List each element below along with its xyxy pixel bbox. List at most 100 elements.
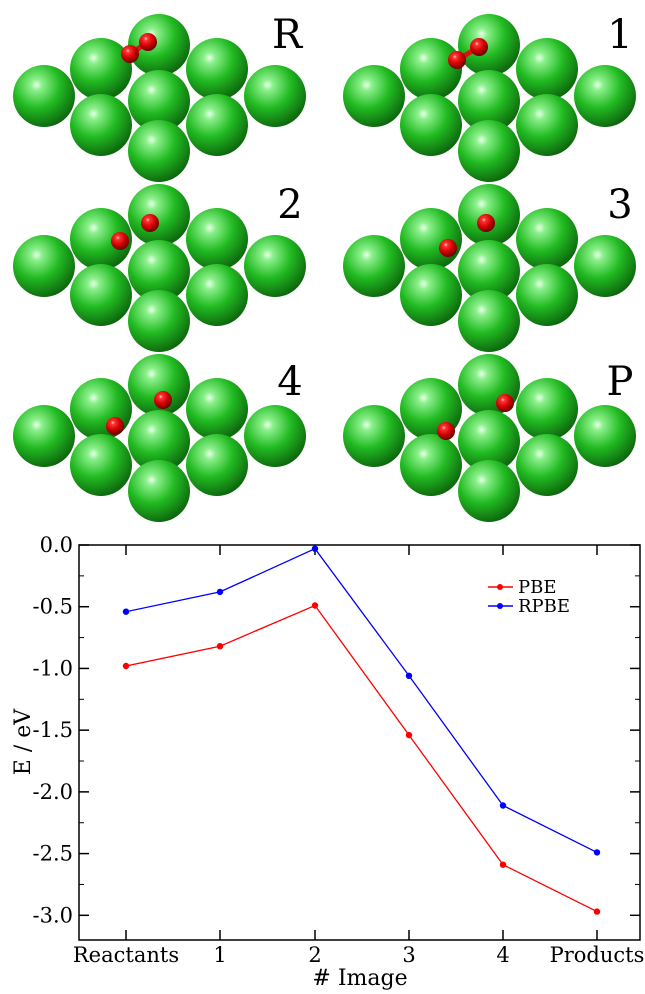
surface-atom xyxy=(128,240,190,302)
surface-atom xyxy=(458,14,520,76)
point-pbe xyxy=(311,602,319,609)
x-tick-label: 3 xyxy=(402,943,415,967)
x-tick-label: Reactants xyxy=(73,943,179,967)
surface-atom xyxy=(574,405,636,467)
plot-frame xyxy=(78,544,641,941)
oxygen-atom xyxy=(111,232,129,250)
surface-atom xyxy=(13,235,75,297)
surface-atom xyxy=(400,434,462,496)
oxygen-atom xyxy=(154,391,172,409)
surface-atom xyxy=(244,405,306,467)
x-tick-label: Products xyxy=(550,943,645,967)
y-axis-ticks: 0.0 -0.5 -1.0 -1.5 -2.0 -2.5 -3.0 xyxy=(33,533,640,927)
legend: PBE RPBE xyxy=(488,577,570,617)
surface-atom xyxy=(70,38,132,100)
series-line-pbe xyxy=(125,604,598,913)
panel-6: P xyxy=(343,354,636,522)
surface-atom xyxy=(13,405,75,467)
legend-rpbe-marker xyxy=(497,603,503,609)
y-tick-label: 0.0 xyxy=(40,533,73,557)
surface-atom xyxy=(516,434,578,496)
point-pbe xyxy=(593,908,601,915)
surface-atom xyxy=(70,94,132,156)
oxygen-atom xyxy=(121,45,139,63)
oxygen-atom xyxy=(448,51,466,69)
point-pbe xyxy=(122,662,130,670)
surface-atom xyxy=(516,378,578,440)
panel-1: R xyxy=(13,12,306,182)
oxygen-atom xyxy=(496,394,514,412)
x-tick-label: 1 xyxy=(213,943,226,967)
y-tick-label: -2.0 xyxy=(33,780,74,804)
surface-atom xyxy=(400,94,462,156)
surface-atom xyxy=(574,65,636,127)
surface-atom xyxy=(70,264,132,326)
y-tick-label: -2.5 xyxy=(33,842,74,866)
surface-atom xyxy=(574,235,636,297)
panel-label: 3 xyxy=(607,182,632,228)
surface-atom xyxy=(244,235,306,297)
surface-atom xyxy=(400,264,462,326)
surface-atom xyxy=(128,184,190,246)
oxygen-atom xyxy=(439,239,457,257)
surface-atom xyxy=(400,38,462,100)
surface-atom xyxy=(516,38,578,100)
x-tick-label: 2 xyxy=(308,943,321,967)
structure-panels: R 1 2 3 4 P xyxy=(13,12,636,522)
surface-atom xyxy=(458,70,520,132)
surface-atom xyxy=(458,410,520,472)
x-tick-label: 4 xyxy=(496,943,509,967)
surface-atom xyxy=(458,460,520,522)
panel-4: 3 xyxy=(343,182,636,352)
panel-label: R xyxy=(272,12,304,58)
point-pbe xyxy=(499,861,507,868)
surface-atom xyxy=(186,38,248,100)
series-layer xyxy=(122,545,601,915)
point-rpbe xyxy=(216,588,224,596)
surface-atom xyxy=(516,208,578,270)
y-tick-label: -1.5 xyxy=(33,718,74,742)
surface-atom xyxy=(343,65,405,127)
y-axis-title: E / eV xyxy=(11,708,36,775)
surface-atom xyxy=(128,70,190,132)
surface-atom xyxy=(128,120,190,182)
surface-atom xyxy=(128,14,190,76)
surface-atom xyxy=(70,378,132,440)
surface-atom xyxy=(186,94,248,156)
energy-chart: 0.0 -0.5 -1.0 -1.5 -2.0 -2.5 -3.0 Reactants 1 2 3… xyxy=(11,533,644,991)
oxygen-atom xyxy=(106,417,124,435)
point-pbe xyxy=(405,731,413,739)
x-axis-ticks: Reactants 1 2 3 4 Products xyxy=(73,545,645,967)
oxygen-atom xyxy=(470,38,488,56)
x-axis-title: # Image xyxy=(312,966,407,991)
oxygen-atom xyxy=(139,33,157,51)
surface-atom xyxy=(128,460,190,522)
panel-label: 2 xyxy=(277,182,302,228)
panel-5: 4 xyxy=(13,354,306,522)
y-tick-label: -0.5 xyxy=(33,595,74,619)
surface-atom xyxy=(128,354,190,416)
surface-atom xyxy=(244,65,306,127)
series-line-rpbe xyxy=(125,547,598,853)
point-rpbe xyxy=(311,545,319,552)
surface-atom xyxy=(186,378,248,440)
surface-atom xyxy=(343,235,405,297)
point-rpbe xyxy=(405,672,413,679)
surface-atom xyxy=(70,434,132,496)
panel-2: 1 xyxy=(343,12,636,182)
surface-atom xyxy=(516,264,578,326)
surface-atom xyxy=(186,434,248,496)
surface-atom xyxy=(400,208,462,270)
surface-atom xyxy=(186,264,248,326)
surface-atom xyxy=(343,405,405,467)
legend-rpbe-label: RPBE xyxy=(518,596,570,617)
surface-atom xyxy=(458,290,520,352)
point-rpbe xyxy=(122,608,130,615)
y-tick-label: -3.0 xyxy=(33,903,74,927)
oxygen-atom xyxy=(141,214,159,232)
surface-atom xyxy=(70,208,132,270)
y-tick-label: -1.0 xyxy=(33,656,74,680)
surface-atom xyxy=(458,240,520,302)
surface-atom xyxy=(458,120,520,182)
point-rpbe xyxy=(499,802,507,809)
